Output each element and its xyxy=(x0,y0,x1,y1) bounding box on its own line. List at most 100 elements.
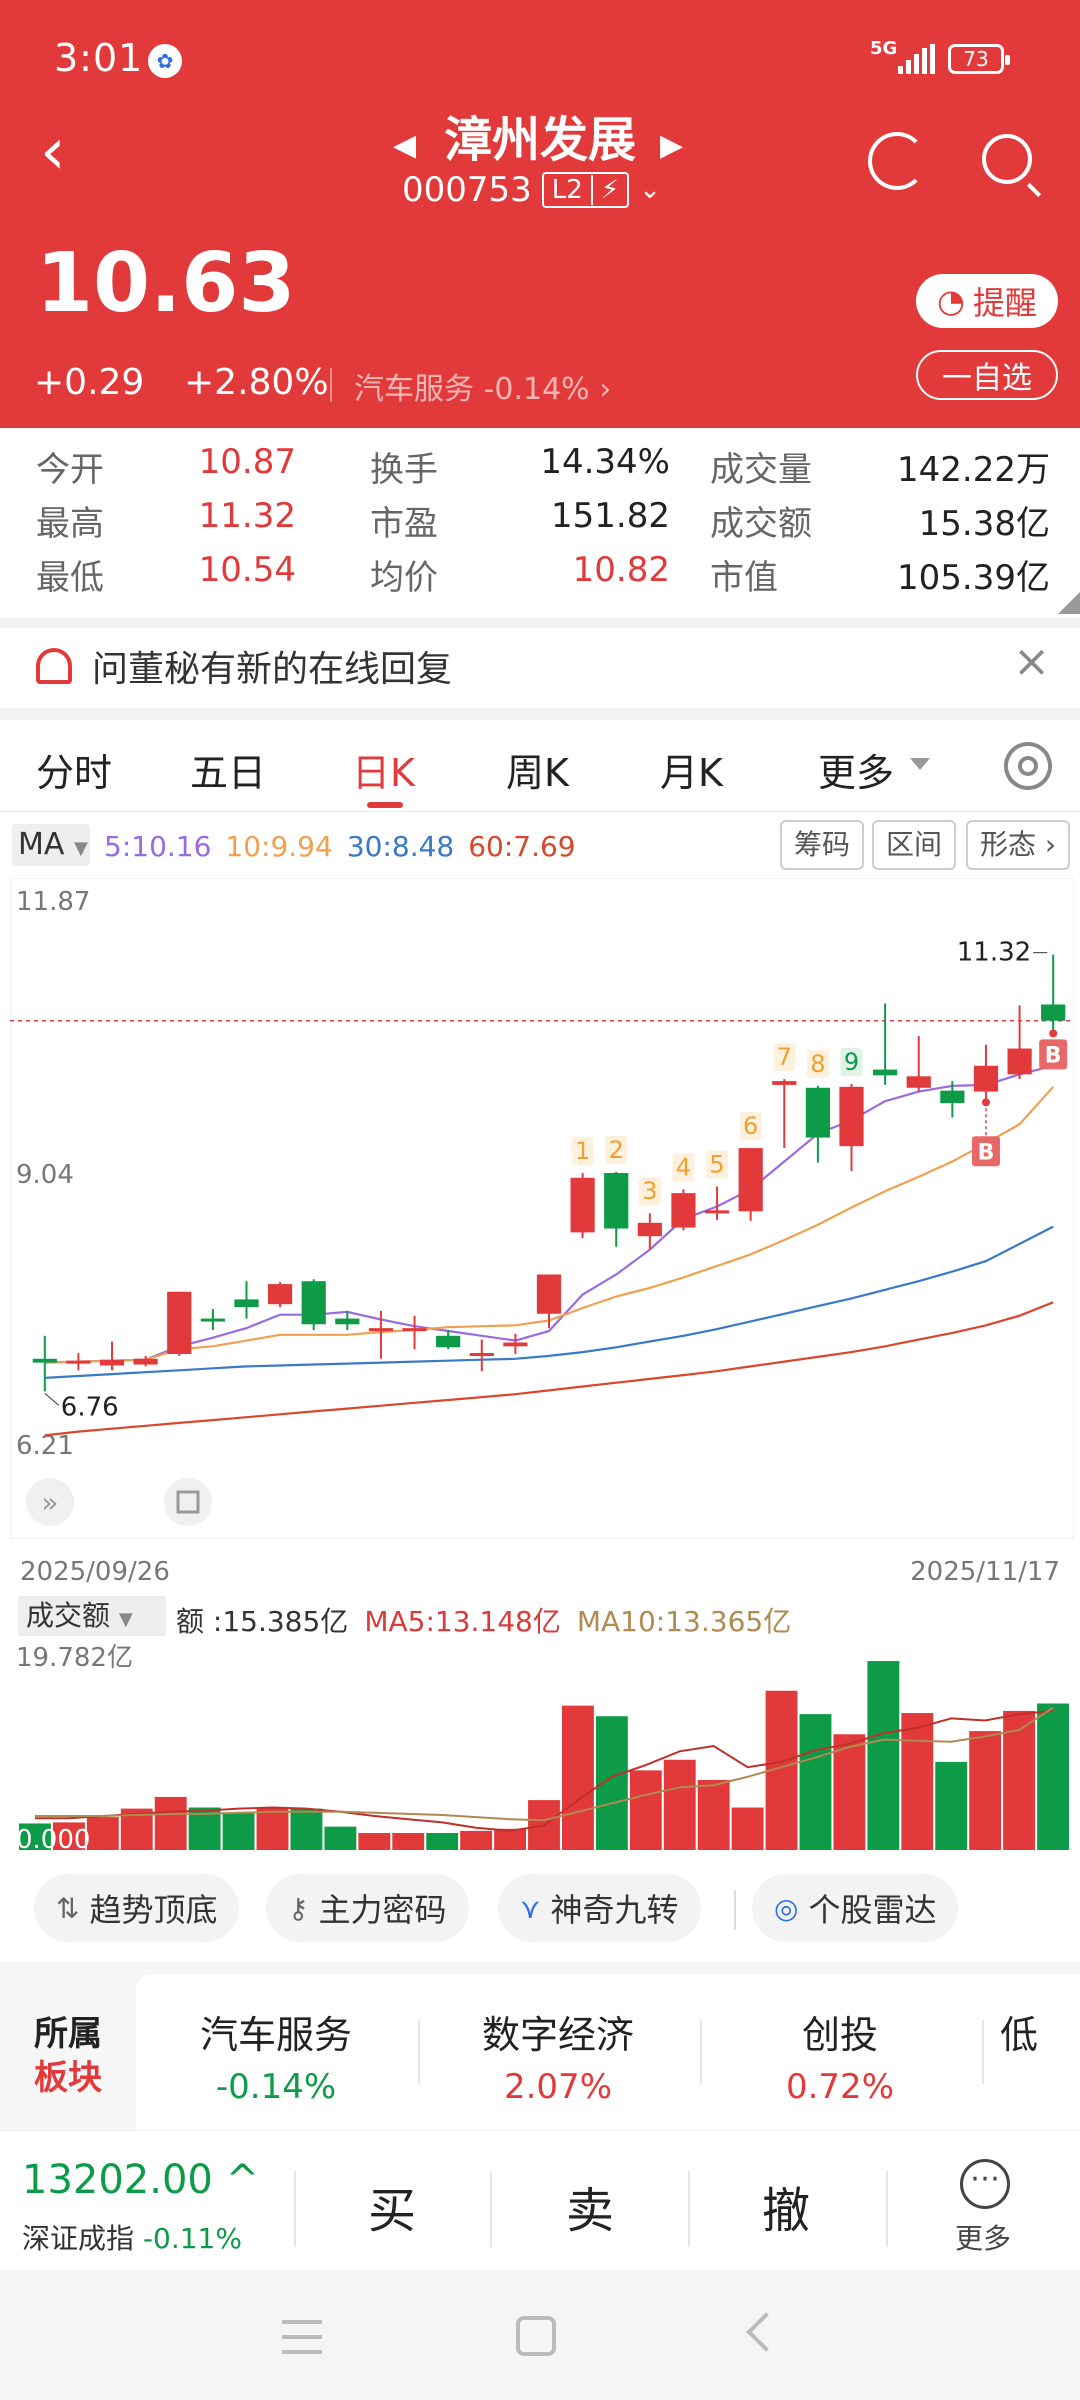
indicator-label: 主力密码 xyxy=(318,1891,447,1929)
volume-bar xyxy=(901,1713,934,1850)
fullscreen-icon[interactable] xyxy=(164,1478,212,1526)
alert-button[interactable]: ◔ 提醒 xyxy=(916,274,1058,328)
x-axis-end-date: 2025/11/17 xyxy=(910,1557,1060,1587)
divider xyxy=(490,2171,492,2247)
volume-bar xyxy=(935,1761,968,1850)
sector-item[interactable]: 汽车服务 -0.14% xyxy=(156,2004,396,2107)
stock-code: 000753 xyxy=(402,170,532,210)
sell-button[interactable]: 卖 xyxy=(566,2183,615,2239)
stat-value: 15.38亿 xyxy=(918,504,1050,544)
back-icon[interactable]: ‹ xyxy=(40,115,66,189)
sort-arrows-icon: ⇅ xyxy=(56,1891,80,1925)
refresh-icon[interactable] xyxy=(868,132,926,190)
magic-nine-button[interactable]: ⋎ 神奇九转 xyxy=(498,1874,701,1942)
search-icon[interactable] xyxy=(982,134,1032,184)
stat-item: 成交量 142.22万 xyxy=(710,442,1050,491)
tab-daily-k[interactable]: 日K xyxy=(352,751,415,795)
stat-value: 105.39亿 xyxy=(897,558,1050,598)
stock-code-row[interactable]: 000753 L2 ⚡ ⌄ xyxy=(402,170,661,210)
home-icon[interactable] xyxy=(516,2316,556,2356)
ma10-value: 10:9.94 xyxy=(225,830,333,863)
radar-icon: ◎ xyxy=(774,1891,799,1925)
change-amount: +0.29 xyxy=(34,362,145,403)
menu-icon[interactable] xyxy=(282,2320,322,2354)
volume-chart[interactable]: 19.782亿 0.000 xyxy=(10,1640,1074,1856)
level2-label: L2 xyxy=(551,175,583,205)
volume-selector[interactable]: 成交额 ▼ xyxy=(18,1596,166,1636)
stat-label: 最低 xyxy=(36,558,104,598)
next-stock-icon[interactable]: ▶ xyxy=(660,128,684,163)
index-value[interactable]: 13202.00 ^ xyxy=(22,2157,260,2203)
close-icon[interactable]: × xyxy=(1013,636,1050,687)
tab-weekly-k[interactable]: 周K xyxy=(506,751,569,795)
sequence-label: 1 xyxy=(575,1137,590,1165)
level2-badge[interactable]: L2 ⚡ xyxy=(541,172,630,208)
stat-item: 最高 11.32 xyxy=(36,496,296,545)
chart-frame xyxy=(10,878,1074,1539)
volume-bar xyxy=(1037,1703,1069,1850)
candle-body xyxy=(738,1148,763,1212)
tab-more[interactable]: 更多 xyxy=(818,751,895,795)
volume-bar xyxy=(494,1828,527,1850)
sector-item[interactable]: 低 xyxy=(1000,2004,1080,2067)
candle-body xyxy=(32,1358,57,1363)
stat-item: 市值 105.39亿 xyxy=(710,550,1050,599)
volume-bar xyxy=(52,1822,85,1850)
main-force-code-button[interactable]: ⚷ 主力密码 xyxy=(266,1874,469,1942)
prev-stock-icon[interactable]: ◀ xyxy=(393,128,417,163)
ma-legend-row: MA ▼ 5:10.16 10:9.94 30:8.48 60:7.69 筹码 … xyxy=(0,814,1080,876)
pattern-button[interactable]: 形态 › xyxy=(966,820,1070,870)
caret-down-icon xyxy=(910,758,930,770)
candle-body xyxy=(873,1069,898,1076)
candle-body xyxy=(335,1318,360,1325)
volume-bar xyxy=(1003,1710,1036,1850)
stat-value: 10.82 xyxy=(572,550,670,590)
sector-link[interactable]: 汽车服务 -0.14% › xyxy=(354,372,612,407)
back-icon[interactable] xyxy=(746,2312,786,2352)
divider xyxy=(418,2020,420,2084)
stat-label: 今开 xyxy=(36,450,104,490)
alert-label: 提醒 xyxy=(972,284,1037,322)
sector-item[interactable]: 创投 0.72% xyxy=(720,2004,960,2107)
stat-item: 今开 10.87 xyxy=(36,442,296,491)
stat-label: 最高 xyxy=(36,504,104,544)
stat-value: 10.87 xyxy=(198,442,296,482)
ma-selector[interactable]: MA ▼ xyxy=(12,824,90,866)
volume-values: 额 :15.385亿 MA5:13.148亿 MA10:13.365亿 xyxy=(176,1600,791,1640)
chip-distribution-button[interactable]: 筹码 xyxy=(780,820,864,870)
sector-item[interactable]: 数字经济 2.07% xyxy=(438,2004,678,2107)
sector-change: -0.14% xyxy=(215,2067,337,2107)
volume-bar xyxy=(799,1714,832,1850)
index-change: -0.11% xyxy=(142,2222,242,2255)
notice-bar[interactable]: 问董秘有新的在线回复 × xyxy=(0,628,1080,708)
tab-five-day[interactable]: 五日 xyxy=(190,751,267,795)
range-button[interactable]: 区间 xyxy=(872,820,956,870)
more-label[interactable]: 更多 xyxy=(955,2222,1012,2255)
stock-header: 3:01 ✿ 5G 73 ‹ ◀ 漳州发展 ▶ 000753 L2 ⚡ ⌄ 10.… xyxy=(0,0,1080,428)
volume-bar xyxy=(867,1661,900,1850)
index-name: 深证成指 xyxy=(22,2222,135,2255)
buy-mark-label: B xyxy=(1045,1043,1062,1068)
buy-button[interactable]: 买 xyxy=(368,2183,417,2239)
indicator-shortcuts: ⇅ 趋势顶底 ⚷ 主力密码 ⋎ 神奇九转 ◎ 个股雷达 xyxy=(0,1868,1080,1954)
more-icon[interactable]: ⋯ xyxy=(960,2159,1010,2209)
status-bar: 3:01 ✿ 5G 73 xyxy=(0,0,1080,120)
volume-bar xyxy=(290,1808,323,1850)
tab-intraday[interactable]: 分时 xyxy=(36,751,113,795)
expand-corner-icon[interactable] xyxy=(1058,592,1080,614)
cancel-order-button[interactable]: 撤 xyxy=(762,2183,811,2239)
collapse-icon[interactable] xyxy=(26,1478,74,1526)
stat-value: 142.22万 xyxy=(897,450,1050,490)
trend-top-bottom-button[interactable]: ⇅ 趋势顶底 xyxy=(34,1874,240,1942)
volume-bar xyxy=(256,1807,289,1850)
chevron-down-icon[interactable]: ⌄ xyxy=(639,175,661,205)
watchlist-button[interactable]: 一自选 xyxy=(916,350,1058,400)
index-info[interactable]: 深证成指 -0.11% xyxy=(22,2217,242,2257)
stock-radar-button[interactable]: ◎ 个股雷达 xyxy=(752,1874,959,1942)
tab-monthly-k[interactable]: 月K xyxy=(660,751,723,795)
stat-item: 成交额 15.38亿 xyxy=(710,496,1050,545)
battery-icon: 73 xyxy=(948,44,1010,74)
divider xyxy=(0,1962,1080,1974)
divider xyxy=(700,2020,702,2084)
